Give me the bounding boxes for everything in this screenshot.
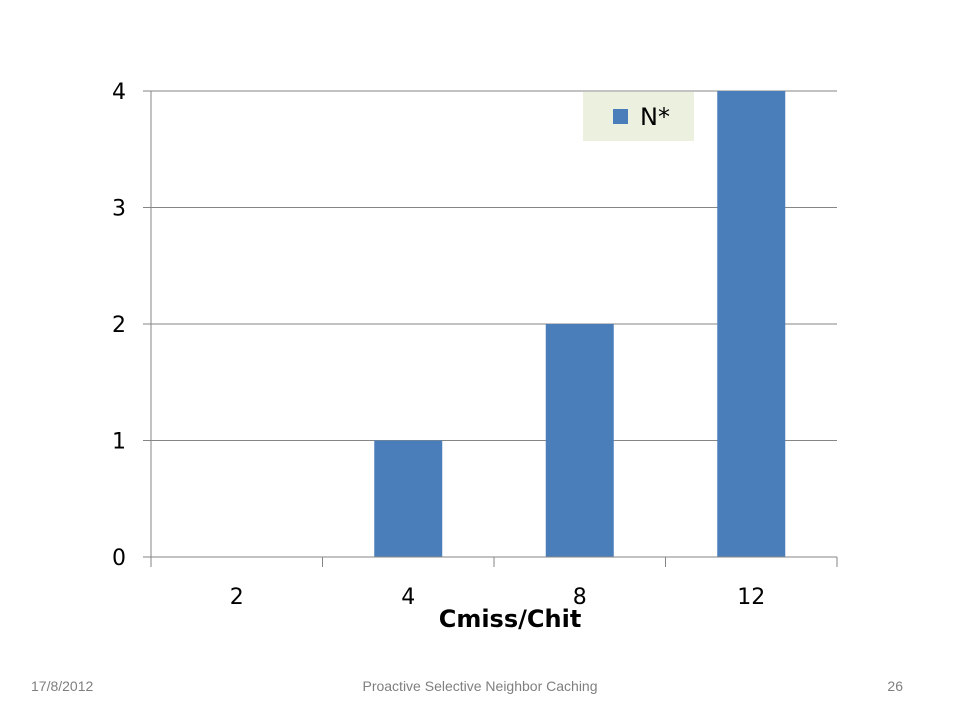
y-tick-label: 4: [112, 80, 126, 105]
page-number: 26: [887, 678, 903, 694]
legend-box: [583, 92, 694, 141]
x-tick-label: 12: [737, 585, 765, 610]
y-tick-label: 0: [112, 546, 126, 571]
x-tick-label: 4: [401, 585, 415, 610]
legend-label: N*: [640, 103, 670, 131]
bars: [374, 91, 786, 557]
legend-swatch: [613, 109, 628, 124]
bar: [717, 91, 786, 557]
legend: N*: [583, 92, 694, 141]
axes: [143, 90, 838, 567]
x-tick-label: 8: [573, 585, 587, 610]
y-tick-labels: 0 1 2 3 4: [112, 80, 126, 571]
footer-date: 17/8/2012: [31, 678, 94, 694]
bar: [374, 440, 443, 557]
bar: [545, 324, 614, 557]
x-tick-labels: 2 4 8 12: [230, 585, 766, 610]
y-tick-label: 3: [112, 197, 126, 222]
x-axis-title: Cmiss/Chit: [439, 605, 582, 633]
footer-title: Proactive Selective Neighbor Caching: [362, 678, 598, 694]
x-tick-label: 2: [230, 585, 244, 610]
y-tick-label: 2: [112, 313, 126, 338]
y-tick-label: 1: [112, 430, 126, 455]
